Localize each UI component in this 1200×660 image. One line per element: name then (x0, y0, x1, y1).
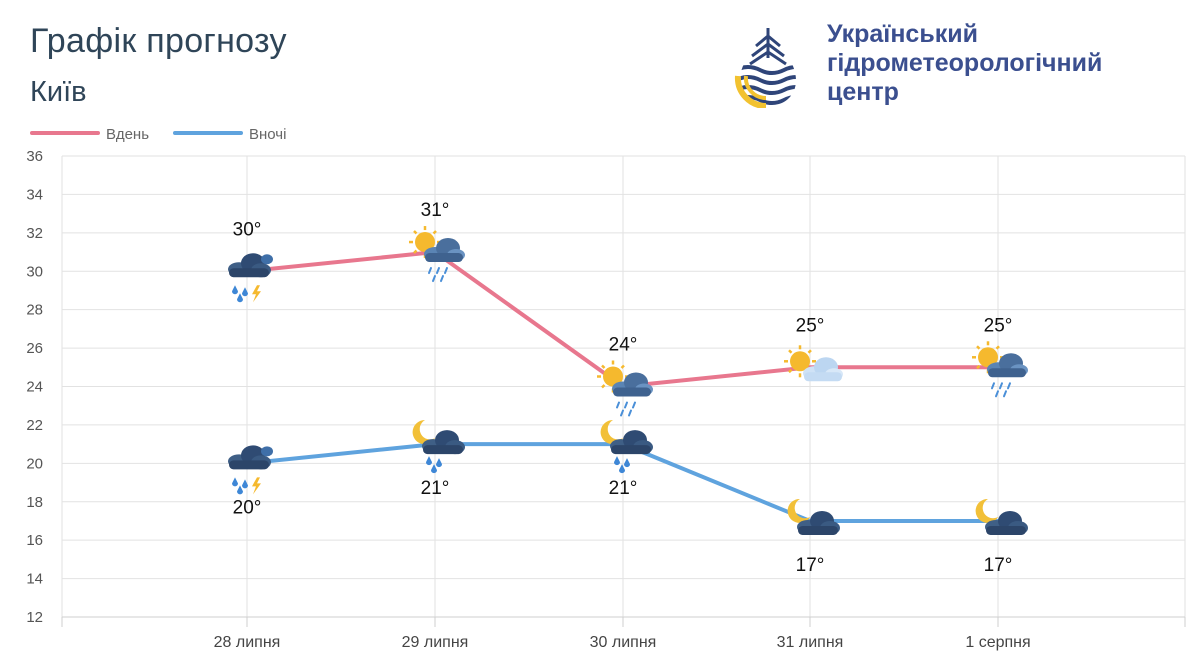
y-tick-label: 12 (26, 609, 43, 626)
y-tick-label: 24 (26, 379, 43, 396)
x-tick-label: 30 липня (590, 634, 657, 651)
thunderstorm-rain-icon (228, 445, 273, 495)
y-tick-label: 20 (26, 455, 43, 472)
moon-cloud-rain-icon (600, 420, 653, 474)
y-tick-label: 28 (26, 302, 43, 319)
moon-cloud-icon (787, 498, 840, 535)
y-tick-label: 36 (26, 148, 43, 165)
sun-cloud-rain-icon (595, 359, 653, 417)
chart-axes: 12 14 16 18 20 22 24 26 28 30 32 34 36 28 липня 29 лип… (26, 148, 1186, 651)
x-tick-label: 28 липня (214, 634, 281, 651)
y-tick-label: 14 (26, 571, 43, 588)
y-tick-label: 34 (26, 186, 43, 203)
chart-icons (228, 224, 1028, 535)
chart-title: Графік прогнозу (30, 22, 287, 60)
y-tick-label: 26 (26, 340, 43, 357)
legend-label-0: Вдень (106, 126, 149, 143)
temperature-label: 31° (421, 200, 450, 221)
temperature-label: 20° (233, 497, 262, 518)
city-name: Київ (30, 76, 87, 108)
temperature-label: 21° (421, 478, 450, 499)
x-tick-label: 1 серпня (965, 634, 1030, 651)
y-tick-label: 18 (26, 494, 43, 511)
moon-cloud-icon (975, 498, 1028, 535)
temperature-label: 21° (609, 478, 638, 499)
temperature-label: 30° (233, 219, 262, 240)
sun-cloud-icon (782, 344, 843, 382)
y-tick-label: 22 (26, 417, 43, 434)
y-tick-label: 16 (26, 532, 43, 549)
logo-line-1: Український (827, 20, 978, 48)
legend-label-1: Вночі (249, 126, 286, 143)
temperature-label: 17° (984, 555, 1013, 576)
temperature-label: 17° (796, 555, 825, 576)
y-tick-label: 30 (26, 263, 43, 280)
logo-line-2: гідрометеорологічний (827, 49, 1103, 77)
chart-labels: 30° 31° 24° 25° 25° 20° 21° 21° 17° 17° (233, 200, 1013, 576)
ukrhydromet-logo-icon (728, 22, 800, 113)
temperature-label: 25° (796, 315, 825, 336)
x-tick-label: 31 липня (777, 634, 844, 651)
temperature-label: 24° (609, 335, 638, 356)
thunderstorm-rain-icon (228, 253, 273, 303)
chart-legend: Вдень Вночі (30, 126, 286, 143)
logo-line-3: центр (827, 78, 899, 106)
x-tick-label: 29 липня (402, 634, 469, 651)
temperature-label: 25° (984, 315, 1013, 336)
logo-text: Український гідрометеорологічний центр (827, 20, 1102, 107)
y-tick-label: 32 (26, 225, 43, 242)
